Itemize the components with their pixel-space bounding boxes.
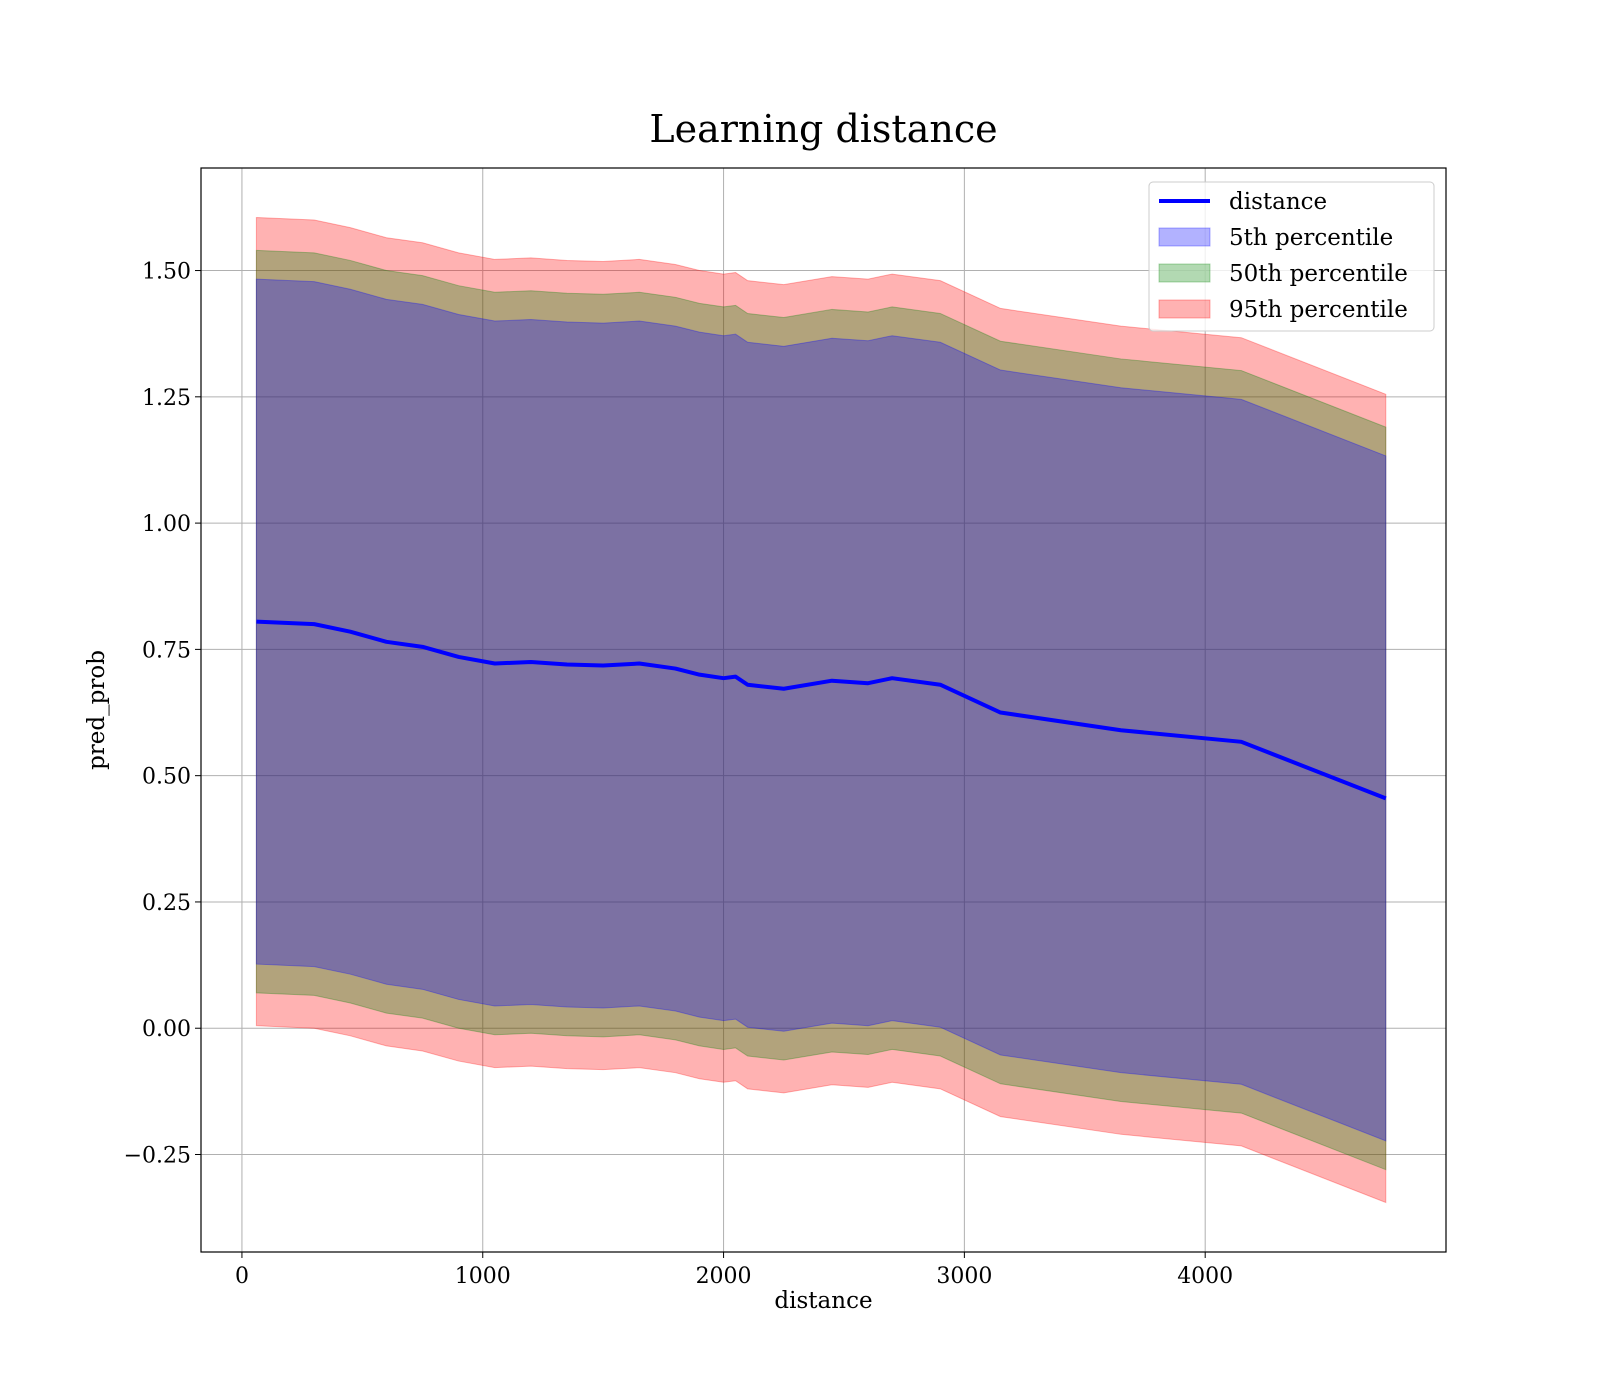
x-tick-label: 0 [235,1264,249,1289]
y-tick-label: 0.50 [142,765,191,790]
x-axis-ticks: 0 1000 2000 3000 4000 [235,1252,1233,1289]
band-95th-percentile [255,216,1387,1204]
y-axis-label: pred_prob [84,650,110,770]
chart-title: Learning distance [649,107,997,151]
y-tick-label: 1.25 [142,386,191,411]
x-tick-label: 1000 [455,1264,511,1289]
legend-entry: distance [1159,189,1327,215]
band-5th-percentile [255,278,1387,1142]
plot-frame [200,167,1447,1253]
band-50th-percentile [255,249,1387,1171]
y-tick-label: 0.75 [142,638,191,663]
legend-label: distance [1229,189,1327,215]
y-axis-ticks: −0.25 0.00 0.25 0.50 0.75 1.00 1.25 1.50 [124,260,201,1169]
y-tick-label: 1.50 [142,260,191,285]
legend: distance 5th percentile 50th percentile 95t… [1148,181,1435,332]
legend-box [1148,181,1435,332]
legend-swatch [1158,263,1211,283]
y-tick-label: 0.25 [142,891,191,916]
y-tick-label: −0.25 [124,1144,191,1169]
percentile-bands [255,216,1387,1204]
legend-swatch [1158,299,1211,319]
legend-entry: 50th percentile [1158,261,1408,287]
legend-entry: 95th percentile [1158,297,1408,323]
legend-swatch [1158,227,1211,247]
legend-label: 95th percentile [1229,297,1408,323]
series-lines [256,619,1387,801]
x-tick-label: 4000 [1177,1264,1233,1289]
x-axis-label: distance [774,1288,872,1314]
legend-entry: 5th percentile [1158,225,1393,251]
series-line-distance [256,619,1387,801]
legend-label: 50th percentile [1229,261,1408,287]
y-tick-label: 0.00 [142,1017,191,1042]
y-tick-label: 1.00 [142,512,191,537]
x-tick-label: 3000 [936,1264,992,1289]
x-tick-label: 2000 [696,1264,752,1289]
legend-label: 5th percentile [1229,225,1393,251]
